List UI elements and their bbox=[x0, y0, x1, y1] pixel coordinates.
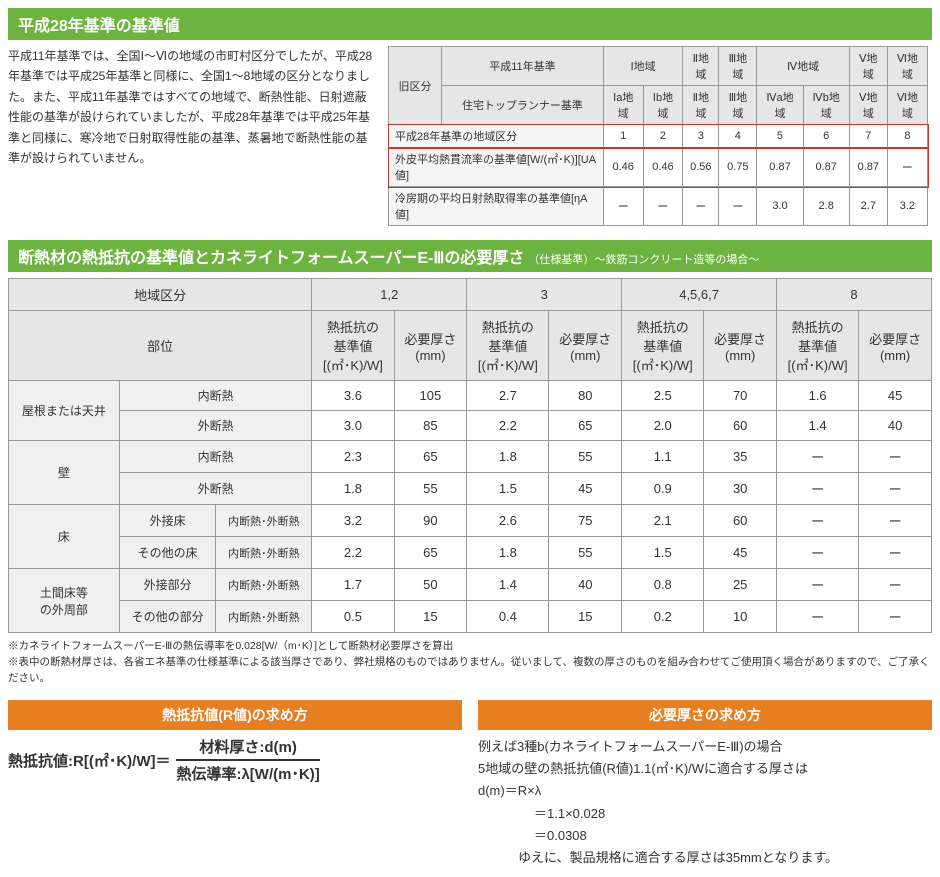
t1-h11: 平成11年基準 bbox=[442, 47, 604, 86]
formula-left: 熱抵抗値(R値)の求め方 熱抵抗値:R[(㎡･K)/W]＝ 材料厚さ:d(m) … bbox=[8, 700, 462, 869]
notes: ※カネライトフォームスーパーE-Ⅲの熱伝導率を0.028[W/（m･K）]として… bbox=[8, 639, 932, 686]
section1-row: 平成11年基準では、全国Ⅰ～Ⅵの地域の市町村区分でしたが、平成28年基準では平成… bbox=[8, 46, 932, 226]
formula-right: 必要厚さの求め方 例えば3種b(カネライトフォームスーパーE-Ⅲ)の場合 5地域… bbox=[478, 700, 932, 869]
intro-text: 平成11年基準では、全国Ⅰ～Ⅵの地域の市町村区分でしたが、平成28年基準では平成… bbox=[8, 46, 378, 226]
t1-old: 旧区分 bbox=[389, 47, 442, 125]
section1-title: 平成28年基準の基準値 bbox=[8, 8, 932, 40]
section2-title: 断熱材の熱抵抗の基準値とカネライトフォームスーパーE-Ⅲの必要厚さ（仕様基準）～… bbox=[8, 240, 932, 272]
bottom-row: 熱抵抗値(R値)の求め方 熱抵抗値:R[(㎡･K)/W]＝ 材料厚さ:d(m) … bbox=[8, 700, 932, 869]
table1: 旧区分 平成11年基準 Ⅰ地域 Ⅱ地域 Ⅲ地域 Ⅳ地域 Ⅴ地域 Ⅵ地域 住宅トッ… bbox=[388, 46, 928, 226]
table2: 地域区分 1,2 3 4,5,6,7 8 部位熱抵抗の 基準値 [(㎡･K)/W… bbox=[8, 278, 932, 633]
